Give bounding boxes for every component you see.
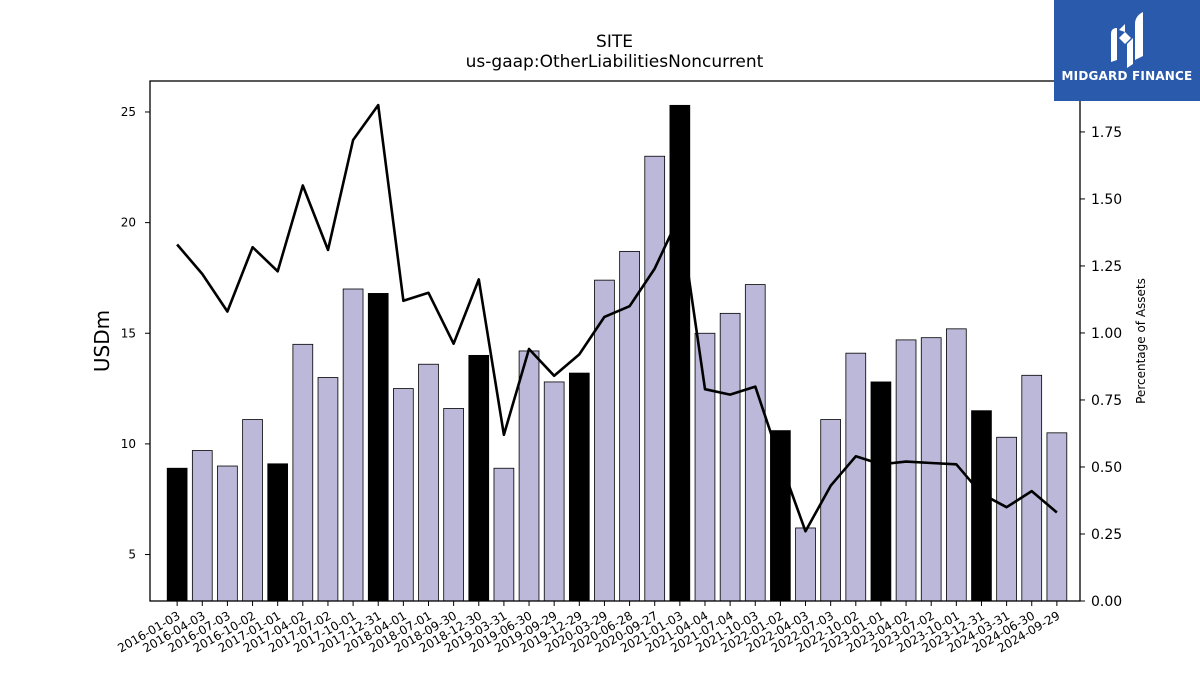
y2-tick-label: 0.25 [1091,527,1122,543]
y2-tick-label: 1.75 [1091,125,1122,141]
chart-subtitle: us-gaap:OtherLiabilitiesNoncurrent [465,52,764,72]
bar [669,104,691,602]
pct-assets-line [176,103,1058,533]
y-tick-label: 5 [128,548,136,562]
brand-logo: MIDGARD FINANCE [1054,0,1200,101]
bar [795,527,816,602]
plot-frame [149,80,1081,602]
bar [543,381,565,602]
bar [568,372,590,602]
bar [845,352,867,602]
chart-title: SITE [596,32,633,52]
y2-tick-label: 0.75 [1091,393,1122,409]
bar [267,463,289,602]
bar [920,337,942,602]
bar [418,363,439,602]
logo-mark-icon [1111,12,1143,68]
bar [744,284,766,602]
bar [493,467,515,602]
bar [644,155,666,602]
bar [719,312,741,602]
bar [443,408,464,602]
y-tick-label: 20 [121,216,136,230]
y2-tick-label: 0.00 [1091,594,1122,610]
bar [1021,374,1043,602]
y-tick-label: 15 [121,326,136,340]
bar [619,250,640,602]
y2-tick-label: 0.50 [1091,460,1122,476]
bar [393,388,414,602]
bar [191,450,213,602]
bar [895,339,917,602]
logo-text: MIDGARD FINANCE [1061,69,1193,83]
y-tick-label: 25 [121,105,136,119]
bar [518,350,540,602]
bar [971,410,992,602]
bar [770,430,791,602]
y2-tick-label: 1.50 [1091,192,1122,208]
bar [996,436,1017,602]
bar [694,332,716,602]
y-axis-label: USDm [90,310,114,372]
bar [217,465,238,602]
bar [292,343,314,602]
y2-axis-label: Percentage of Assets [1134,278,1148,404]
y-tick-label: 10 [121,437,136,451]
bar [1046,432,1068,602]
bar [166,467,188,602]
bar [367,293,389,602]
bar [242,419,263,602]
y2-tick-label: 1.25 [1091,259,1122,275]
bar [820,419,841,602]
bar [468,354,490,602]
bar [317,377,339,602]
y2-tick-label: 1.00 [1091,326,1122,342]
bar [342,288,364,602]
bar [870,381,892,602]
